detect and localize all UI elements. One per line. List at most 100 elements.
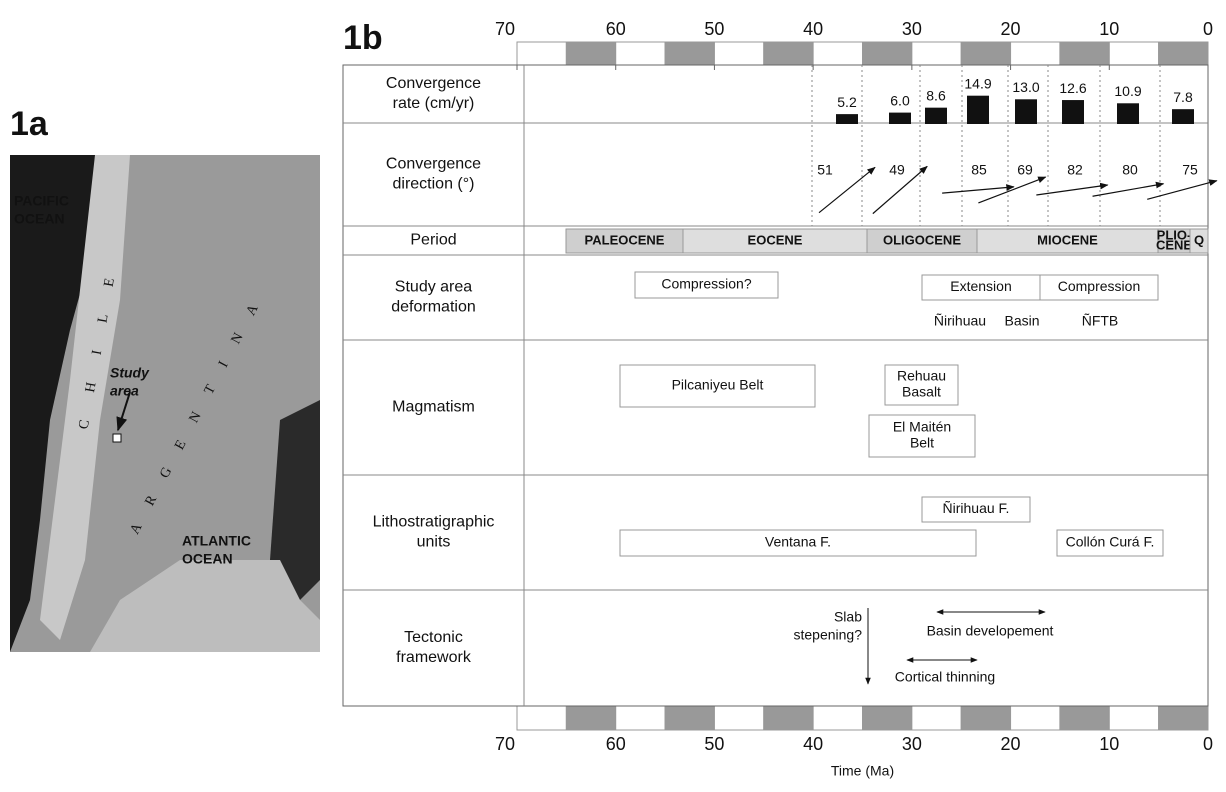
time-band [863,42,912,65]
time-band [714,42,763,65]
rate-label: 6.0 [890,92,910,108]
x-tick-label: 70 [495,734,515,754]
row-label: Lithostratigraphic [373,514,495,531]
unit-label: Collón Curá F. [1066,534,1155,550]
magmatism-label: El Maitén [893,419,951,435]
deformation-label: Compression? [661,276,751,292]
row-label: framework [396,649,472,666]
time-band [517,706,566,730]
direction-label: 75 [1182,162,1198,178]
x-tick-label: 50 [704,19,724,39]
rate-label: 10.9 [1114,83,1141,99]
x-tick-label: 10 [1099,734,1119,754]
direction-arrow [1036,185,1107,195]
time-band [1109,706,1158,730]
axis-title: Time (Ma) [831,763,894,779]
rate-label: 8.6 [926,87,946,103]
time-band [1060,706,1109,730]
deformation-note: ÑFTB [1082,313,1119,329]
magmatism-label: Pilcaniyeu Belt [672,377,764,393]
direction-arrow [1147,181,1217,200]
row-label: Period [410,232,456,249]
unit-label: Ventana F. [765,534,831,550]
rate-label: 7.8 [1173,89,1193,105]
panel-label: 1a [10,105,49,143]
rate-bar [925,108,947,124]
time-band [566,42,615,65]
time-band [665,706,714,730]
ocean-label: PACIFIC [14,193,69,209]
x-tick-label: 20 [1001,19,1021,39]
direction-label: 51 [817,162,833,178]
period-label: EOCENE [748,232,803,247]
time-band [566,706,615,730]
time-band [961,42,1010,65]
magmatism-label: Belt [910,435,934,451]
direction-label: 85 [971,162,987,178]
x-tick-label: 70 [495,19,515,39]
panel-label: 1b [343,19,383,57]
row-label: direction (°) [393,176,475,193]
x-tick-label: 30 [902,19,922,39]
x-tick-label: 50 [704,734,724,754]
time-band [764,42,813,65]
ocean-label: ATLANTIC [182,533,251,549]
row-label: Convergence [386,75,481,92]
study-area-label: Study [110,365,150,381]
time-band [665,42,714,65]
rate-bar [1015,99,1037,124]
time-band [616,42,665,65]
tectonic-note: Slab [834,609,862,625]
time-band [863,706,912,730]
time-band [813,706,862,730]
rate-bar [889,113,911,124]
direction-label: 82 [1067,162,1083,178]
row-label: units [417,534,451,551]
time-band [912,706,961,730]
time-band [912,42,961,65]
rate-label: 12.6 [1059,80,1086,96]
direction-arrow [942,187,1014,193]
time-band [813,42,862,65]
x-tick-label: 40 [803,734,823,754]
magmatism-label: Rehuau [897,368,946,384]
time-band [1011,706,1060,730]
time-band [616,706,665,730]
rate-bar [967,96,989,124]
direction-arrow [978,177,1045,203]
row-label: deformation [391,299,476,316]
deformation-label: Compression [1058,278,1140,294]
figure: 1a 1b PACIFICOCEANATLANTICOCEANStudyarea… [0,0,1226,792]
row-label: Tectonic [404,629,463,646]
direction-label: 80 [1122,162,1138,178]
tectonic-note: stepening? [793,627,862,643]
rate-label: 13.0 [1012,79,1039,95]
deformation-label: Extension [950,278,1011,294]
time-band [1159,706,1208,730]
time-band [517,42,566,65]
x-tick-label: 0 [1203,19,1213,39]
row-label: Magmatism [392,399,475,416]
rate-bar [1062,100,1084,124]
period-label: PALEOCENE [585,232,665,247]
ocean-label: OCEAN [182,551,233,567]
rate-label: 5.2 [837,94,857,110]
time-band [1109,42,1158,65]
period-label: MIOCENE [1037,232,1098,247]
period-label: CENE [1156,237,1192,252]
time-band [1011,42,1060,65]
study-area-label: area [110,383,139,399]
time-band [764,706,813,730]
row-label: rate (cm/yr) [393,95,475,112]
time-band [961,706,1010,730]
x-tick-label: 60 [606,734,626,754]
x-tick-label: 0 [1203,734,1213,754]
x-tick-label: 40 [803,19,823,39]
magmatism-label: Basalt [902,384,941,400]
row-label: Convergence [386,156,481,173]
rate-bar [1117,103,1139,124]
map [10,155,320,652]
tectonic-note: Cortical thinning [895,669,995,685]
period-label: OLIGOCENE [883,232,961,247]
deformation-note: Basin [1004,313,1039,329]
